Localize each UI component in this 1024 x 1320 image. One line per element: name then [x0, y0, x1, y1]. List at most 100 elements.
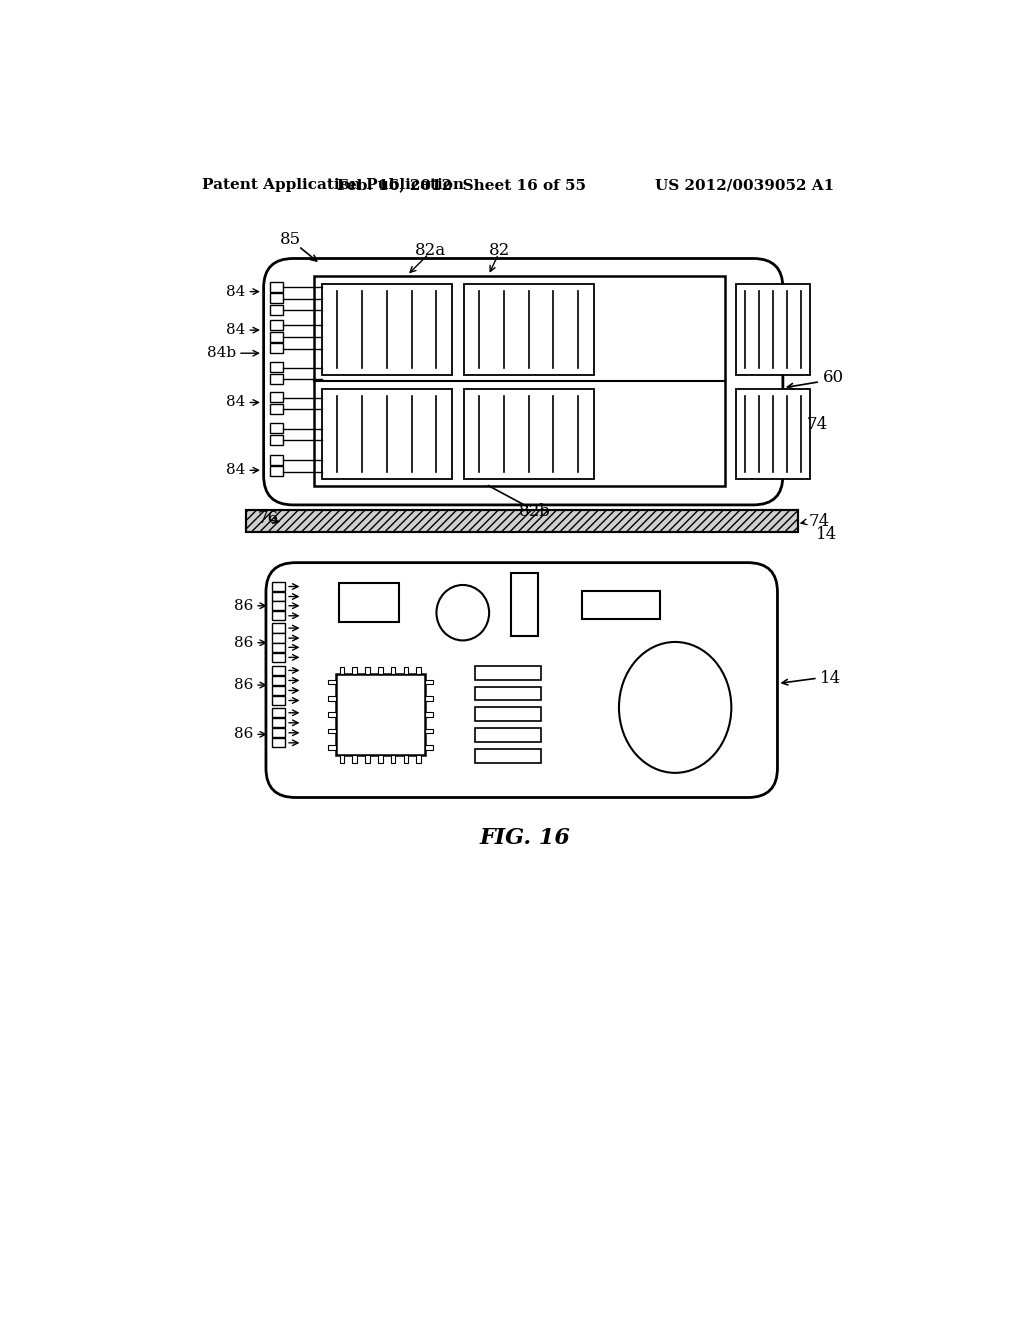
Bar [272, 729, 286, 738]
Ellipse shape [618, 642, 731, 774]
Bar [272, 653, 286, 663]
Text: US 2012/0039052 A1: US 2012/0039052 A1 [655, 178, 835, 193]
Text: 82b: 82b [519, 503, 551, 520]
Bar [272, 676, 286, 685]
Text: 84: 84 [226, 285, 246, 298]
Bar [475, 748, 541, 763]
Bar [366, 755, 370, 763]
Text: 82: 82 [489, 243, 511, 259]
Bar [417, 755, 421, 763]
Bar [425, 680, 432, 684]
Bar [314, 276, 725, 486]
Bar [425, 696, 432, 701]
Text: 86: 86 [234, 678, 254, 692]
Bar [425, 713, 432, 717]
Text: 14: 14 [816, 525, 838, 543]
Bar [246, 511, 798, 532]
Bar [270, 293, 283, 304]
Bar [340, 667, 344, 675]
Bar [340, 755, 344, 763]
Bar [339, 583, 399, 622]
Bar [328, 744, 336, 750]
Text: 76: 76 [257, 511, 279, 527]
Text: 84: 84 [226, 396, 246, 409]
Bar [246, 511, 798, 532]
Bar [328, 729, 336, 734]
Bar [464, 284, 594, 375]
Bar [270, 331, 283, 342]
Bar [270, 434, 283, 445]
Bar [272, 686, 286, 696]
Bar [272, 718, 286, 727]
Text: 14: 14 [820, 669, 842, 686]
Text: 84: 84 [226, 463, 246, 478]
Bar [246, 511, 798, 532]
Text: 84: 84 [226, 323, 246, 337]
Bar [328, 713, 336, 717]
Bar [272, 591, 286, 601]
Bar [272, 696, 286, 705]
Text: 86: 86 [234, 636, 254, 649]
Text: 74: 74 [806, 416, 827, 433]
Bar [336, 675, 425, 755]
Bar [403, 667, 409, 675]
Text: 82a: 82a [415, 243, 445, 259]
Bar [270, 305, 283, 314]
Bar [475, 729, 541, 742]
Text: Patent Application Publication: Patent Application Publication [202, 178, 464, 193]
Bar [272, 623, 286, 632]
Bar [270, 455, 283, 465]
Bar [270, 281, 283, 292]
Bar [352, 755, 357, 763]
Bar [272, 738, 286, 747]
Bar [352, 667, 357, 675]
Bar [403, 755, 409, 763]
Text: Feb. 16, 2012  Sheet 16 of 55: Feb. 16, 2012 Sheet 16 of 55 [337, 178, 586, 193]
Bar [417, 667, 421, 675]
Bar [272, 665, 286, 675]
Bar [270, 392, 283, 403]
Bar [378, 755, 383, 763]
Bar [425, 729, 432, 734]
Bar [328, 680, 336, 684]
Bar [272, 708, 286, 718]
Bar [464, 388, 594, 479]
Text: 60: 60 [823, 370, 845, 387]
Bar [366, 667, 370, 675]
Bar [475, 665, 541, 680]
Bar [736, 284, 810, 375]
Bar [322, 284, 452, 375]
Text: 85: 85 [281, 231, 301, 248]
Bar [270, 466, 283, 477]
Bar [391, 667, 395, 675]
Bar [272, 582, 286, 591]
Bar [511, 573, 538, 636]
Bar [475, 686, 541, 701]
Bar [272, 611, 286, 620]
Text: 84b: 84b [208, 346, 237, 360]
Bar [270, 404, 283, 414]
Bar [270, 374, 283, 384]
Bar [391, 755, 395, 763]
Ellipse shape [436, 585, 489, 640]
Bar [270, 363, 283, 372]
Bar [272, 643, 286, 652]
Bar [475, 708, 541, 721]
Bar [378, 667, 383, 675]
FancyBboxPatch shape [263, 259, 783, 506]
Bar [583, 591, 659, 619]
Text: 86: 86 [234, 727, 254, 742]
Bar [270, 424, 283, 433]
Bar [322, 388, 452, 479]
Bar [270, 321, 283, 330]
Bar [272, 601, 286, 610]
Text: FIG. 16: FIG. 16 [479, 826, 570, 849]
Bar [736, 388, 810, 479]
Bar [270, 343, 283, 354]
Bar [328, 696, 336, 701]
Text: 74: 74 [809, 513, 829, 531]
Text: 86: 86 [234, 599, 254, 612]
Bar [425, 744, 432, 750]
Bar [272, 634, 286, 643]
FancyBboxPatch shape [266, 562, 777, 797]
